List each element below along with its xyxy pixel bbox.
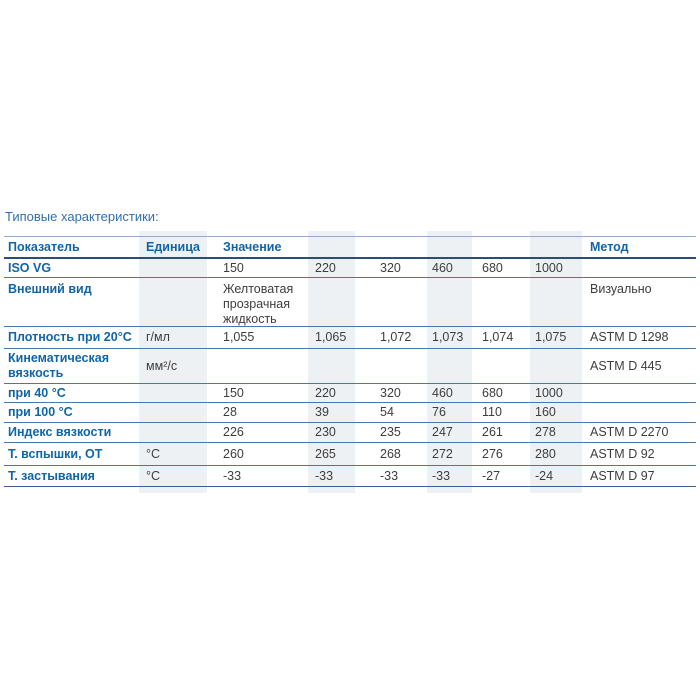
table-cell: 1,055: [223, 330, 255, 344]
table-cell: 1,072: [380, 330, 412, 344]
table-cell: 460: [432, 260, 453, 275]
table-row: ISO VG 150 220 320 460 680 1000: [4, 259, 696, 278]
table-cell: 680: [482, 260, 503, 275]
table-cell: 260: [223, 446, 244, 461]
page-title: Типовые характеристики:: [5, 209, 159, 224]
table-cell: Визуально: [590, 282, 652, 296]
column-header: Значение: [223, 239, 282, 254]
column-header: Метод: [590, 239, 629, 254]
table-cell: 272: [432, 446, 453, 461]
table-cell: 110: [482, 405, 502, 419]
column-stripe: [139, 231, 207, 493]
table-cell: -33: [380, 468, 399, 483]
table-cell: г/мл: [146, 330, 170, 344]
table-cell: -33: [223, 468, 242, 483]
table-cell: 150: [223, 260, 244, 275]
table-cell: [530, 278, 582, 282]
table-cell: -33: [315, 468, 334, 483]
table-cell: 220: [315, 260, 336, 275]
table-cell: мм²/с: [146, 358, 178, 373]
table-cell: [139, 278, 207, 282]
table-cell: 280: [535, 446, 556, 461]
table-cell: 460: [432, 385, 453, 400]
row-label: Плотность при 20°C: [8, 330, 132, 344]
column-stripe: [427, 231, 472, 493]
row-label: Индекс вязкости: [8, 425, 112, 439]
table-cell: 226: [223, 425, 244, 439]
row-label: Кинематическая вязкость: [8, 351, 109, 380]
table-cell: [308, 278, 355, 282]
table-cell: 1,065: [315, 330, 347, 344]
table-cell: 278: [535, 425, 556, 439]
table-cell: 160: [535, 405, 556, 419]
table-row: при 40 °C 150 220 320 460 680 1000: [4, 384, 696, 403]
column-stripe: [308, 231, 355, 493]
table-header-row: Показатель Единица Значение Метод: [4, 236, 696, 259]
table-cell: 268: [380, 446, 401, 461]
row-label: Внешний вид: [8, 282, 92, 296]
table-cell: ASTM D 445: [590, 358, 662, 373]
row-label: Т. вспышки, ОТ: [8, 446, 103, 461]
table-cell: 320: [380, 385, 401, 400]
table-cell: ASTM D 92: [590, 446, 655, 461]
table-row: Т. застывания °C -33 -33 -33 -33 -27 -24…: [4, 466, 696, 487]
table-cell: 1,073: [432, 330, 464, 344]
table-cell: °C: [146, 446, 161, 461]
table-cell: ASTM D 1298: [590, 330, 669, 344]
table-cell: ASTM D 2270: [590, 425, 669, 439]
table-cell: 1,074: [482, 330, 514, 344]
table-rows: Показатель Единица Значение Метод ISO VG…: [4, 236, 696, 487]
table-row: Кинематическая вязкость мм²/с ASTM D 445: [4, 349, 696, 384]
table-cell: 320: [380, 260, 401, 275]
column-stripes: [4, 231, 696, 493]
table-cell: 54: [380, 405, 394, 419]
column-stripe: [530, 231, 582, 493]
row-label: при 40 °C: [8, 385, 66, 400]
table-cell: Желтоватая прозрачная жидкость: [223, 282, 294, 326]
table-cell: -33: [432, 468, 451, 483]
table-row: Индекс вязкости 226 230 235 247 261 278 …: [4, 423, 696, 443]
table-row: Т. вспышки, ОТ °C 260 265 268 272 276 28…: [4, 443, 696, 466]
table-cell: 261: [482, 425, 503, 439]
table-cell: 265: [315, 446, 336, 461]
row-label: Т. застывания: [8, 468, 95, 483]
table-row: при 100 °C 28 39 54 76 110 160: [4, 403, 696, 423]
table-cell: 276: [482, 446, 503, 461]
table-cell: 28: [223, 405, 237, 419]
table-cell: 230: [315, 425, 336, 439]
table-cell: 1000: [535, 385, 563, 400]
column-header: Показатель: [8, 239, 80, 254]
table-cell: [355, 278, 427, 282]
table-cell: [427, 278, 472, 282]
column-header: Единица: [146, 239, 200, 254]
table-cell: [472, 278, 530, 282]
table-cell: 76: [432, 405, 446, 419]
table-cell: 1,075: [535, 330, 567, 344]
table-cell: °C: [146, 468, 161, 483]
characteristics-table: Показатель Единица Значение Метод ISO VG…: [4, 231, 696, 493]
table-cell: 220: [315, 385, 336, 400]
table-cell: -27: [482, 468, 501, 483]
table-cell: 235: [380, 425, 401, 439]
table-cell: 680: [482, 385, 503, 400]
table-row: Внешний вид Желтоватая прозрачная жидкос…: [4, 278, 696, 327]
table-cell: 1000: [535, 260, 563, 275]
table-cell: 150: [223, 385, 244, 400]
row-label: при 100 °C: [8, 405, 73, 419]
table-cell: 39: [315, 405, 329, 419]
table-cell: -24: [535, 468, 554, 483]
table-cell: ASTM D 97: [590, 468, 655, 483]
table-row: Плотность при 20°C г/мл 1,055 1,065 1,07…: [4, 327, 696, 349]
table-cell: 247: [432, 425, 453, 439]
row-label: ISO VG: [8, 260, 52, 275]
